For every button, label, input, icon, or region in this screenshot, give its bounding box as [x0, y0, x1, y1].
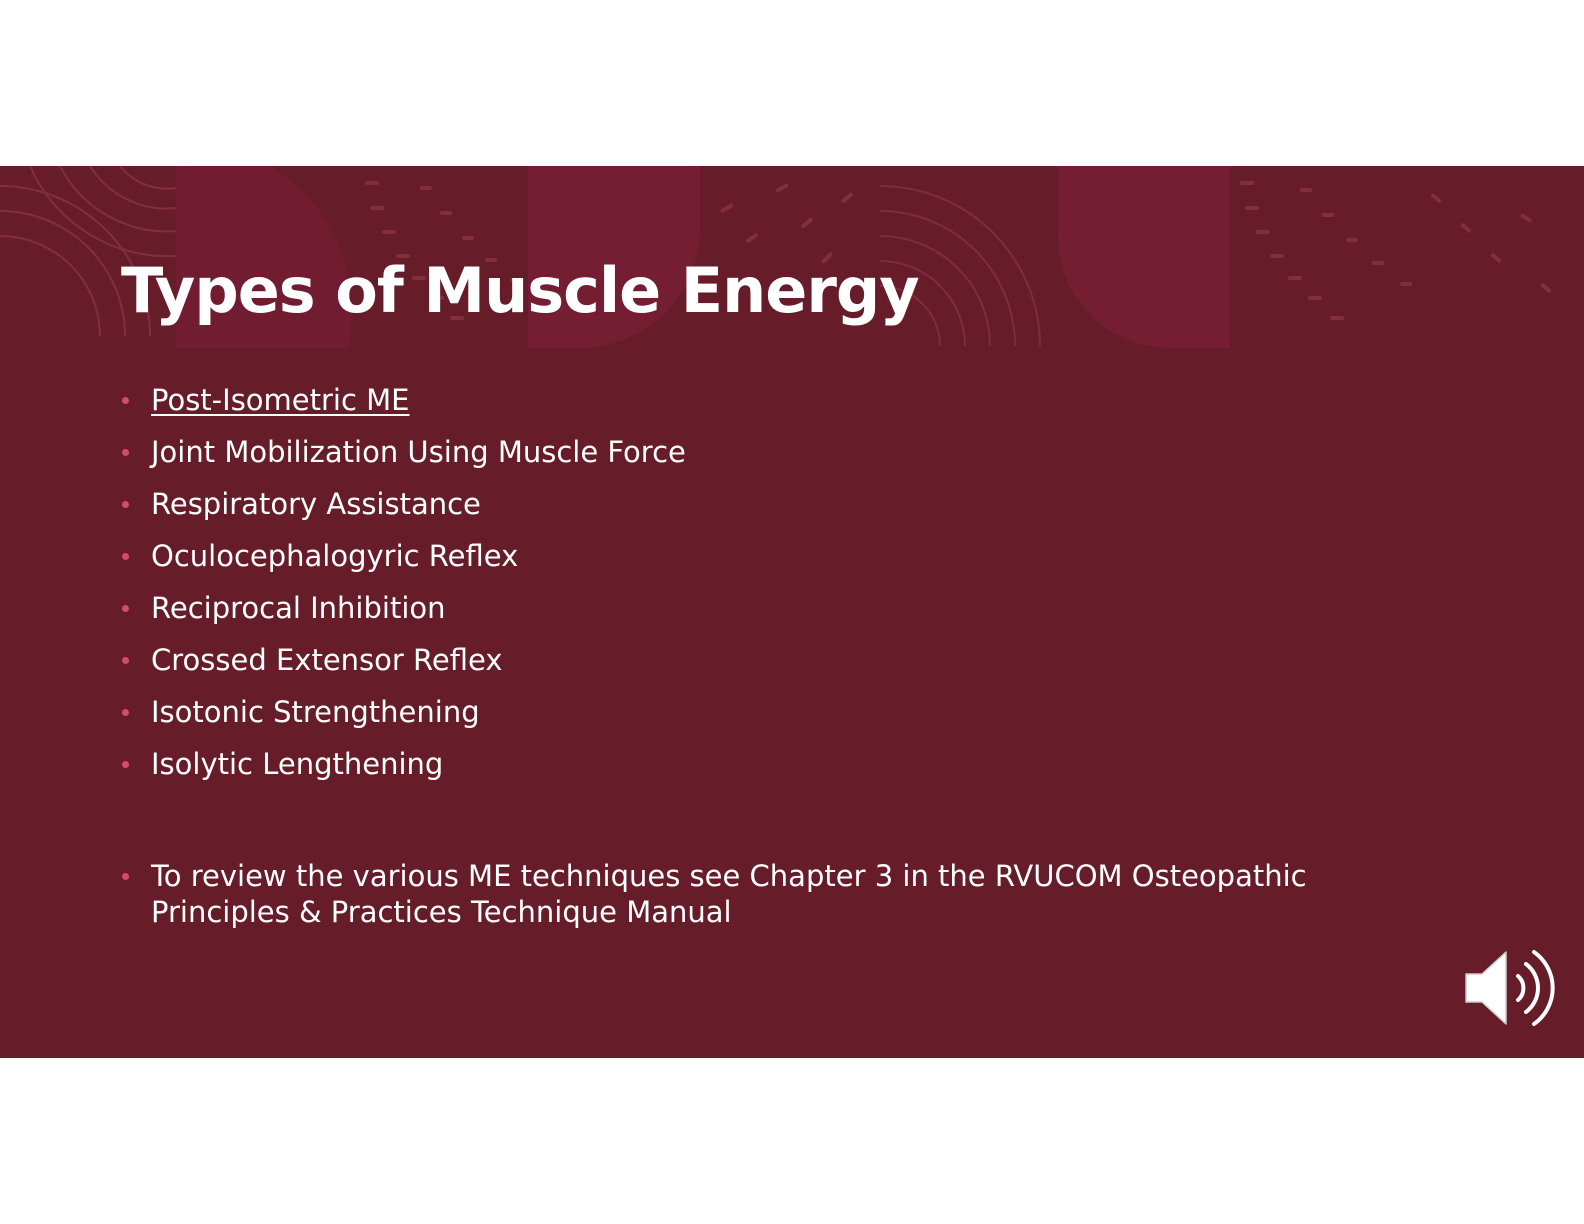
bullet-dot-icon — [122, 605, 129, 612]
list-item: Crossed Extensor Reflex — [121, 642, 1421, 694]
bullet-dot-icon — [122, 657, 129, 664]
bullet-dot-icon — [122, 873, 129, 880]
note-text: To review the various ME techniques see … — [151, 859, 1307, 929]
list-item-label: Joint Mobilization Using Muscle Force — [151, 435, 686, 469]
slide-title: Types of Muscle Energy — [121, 254, 920, 327]
slide: Types of Muscle Energy Post-Isometric ME… — [0, 166, 1584, 1058]
list-item: Reciprocal Inhibition — [121, 590, 1421, 642]
list-item: Isolytic Lengthening — [121, 746, 1421, 798]
bullet-dot-icon — [122, 761, 129, 768]
note-item: To review the various ME techniques see … — [121, 858, 1421, 930]
list-item: Isotonic Strengthening — [121, 694, 1421, 746]
list-item-label: Reciprocal Inhibition — [151, 591, 446, 625]
list-item-label: Respiratory Assistance — [151, 487, 481, 521]
bullet-dot-icon — [122, 709, 129, 716]
bullet-dot-icon — [122, 553, 129, 560]
list-item[interactable]: Post-Isometric ME — [121, 382, 1421, 434]
decorative-header-pattern — [0, 166, 1552, 348]
bullet-dot-icon — [122, 501, 129, 508]
reference-note: To review the various ME techniques see … — [121, 858, 1421, 930]
post-isometric-link[interactable]: Post-Isometric ME — [151, 383, 410, 417]
bullet-dot-icon — [122, 449, 129, 456]
speaker-volume-icon[interactable] — [1460, 936, 1564, 1040]
list-item: Oculocephalogyric Reflex — [121, 538, 1421, 590]
list-item: Respiratory Assistance — [121, 486, 1421, 538]
bullet-dot-icon — [122, 397, 129, 404]
list-item: Joint Mobilization Using Muscle Force — [121, 434, 1421, 486]
list-item-label: Isolytic Lengthening — [151, 747, 444, 781]
list-item-label: Crossed Extensor Reflex — [151, 643, 503, 677]
bullet-list: Post-Isometric ME Joint Mobilization Usi… — [121, 382, 1421, 798]
list-item-label: Oculocephalogyric Reflex — [151, 539, 519, 573]
list-item-label: Isotonic Strengthening — [151, 695, 480, 729]
